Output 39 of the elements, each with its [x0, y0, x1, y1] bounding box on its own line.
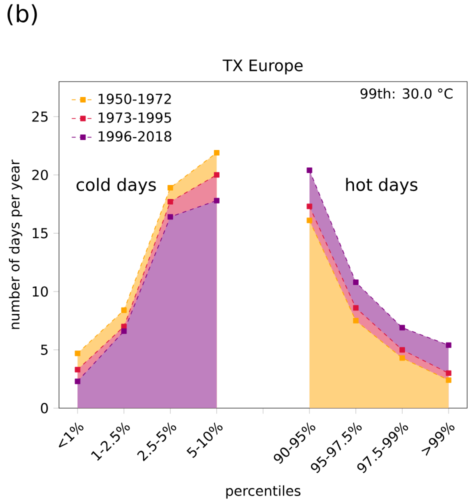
y-tick-label: 15: [32, 228, 48, 238]
legend-label: 1950-1972: [98, 94, 171, 104]
legend-label: 1973-1995: [98, 112, 171, 123]
point: [168, 198, 174, 204]
point: [446, 377, 452, 383]
annotation: cold days: [76, 178, 156, 194]
point: [353, 279, 359, 285]
y-tick-label: 0: [40, 402, 48, 414]
point: [168, 184, 174, 190]
point: [214, 150, 220, 156]
point: [306, 204, 312, 210]
point: [214, 198, 220, 204]
y-tick-label: 5: [41, 344, 48, 355]
point: [306, 218, 312, 224]
point: [121, 328, 127, 334]
y-axis-title: number of days per year: [8, 160, 22, 329]
point: [353, 318, 359, 324]
text: (b): [7, 4, 37, 26]
legend-label: 1996-2018: [98, 131, 172, 142]
x-axis-title: percentiles: [226, 485, 300, 499]
point: [306, 167, 312, 174]
y-tick-label: 10: [32, 286, 48, 297]
point: [74, 378, 80, 384]
annotation: hot days: [346, 178, 418, 194]
point: [121, 307, 127, 313]
point: [353, 305, 359, 311]
point: [74, 366, 80, 372]
annotation: 99th: 30.0 °C: [360, 88, 453, 99]
y-tick-label: 25: [32, 111, 48, 122]
point: [214, 172, 220, 178]
point: [168, 214, 174, 220]
point: [399, 355, 405, 361]
point: [399, 324, 405, 330]
y-tick-label: 20: [32, 170, 48, 180]
chart-title: TX Europe: [222, 60, 303, 74]
point: [74, 350, 80, 356]
point: [446, 342, 452, 348]
point: [446, 370, 452, 376]
point: [399, 347, 405, 353]
